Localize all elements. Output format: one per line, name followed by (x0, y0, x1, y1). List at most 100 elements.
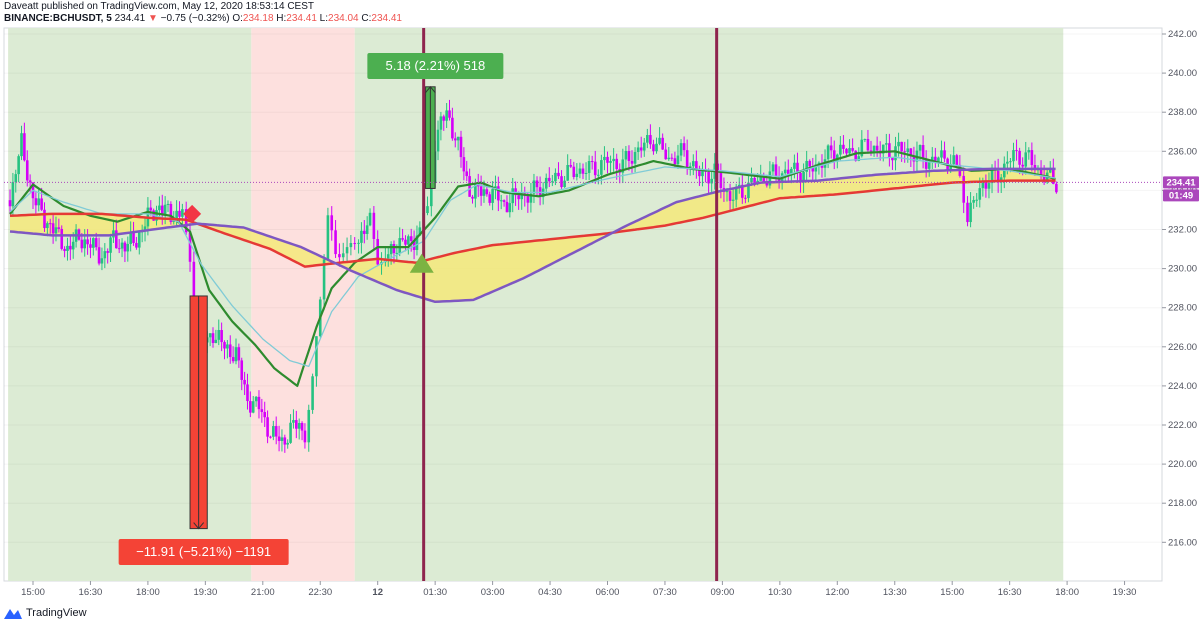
candle-body (581, 168, 585, 174)
candle-body (829, 145, 833, 151)
candle-body (392, 244, 396, 254)
candle-body (404, 239, 407, 245)
candle-body (303, 430, 307, 443)
candle-body (667, 157, 671, 160)
candle-body (783, 169, 787, 174)
sell-signal-marker (183, 204, 202, 223)
candle-body (909, 148, 913, 157)
candle-body (969, 202, 972, 223)
candle-body (912, 156, 916, 162)
candle-body (975, 199, 979, 201)
candle-body (401, 238, 404, 240)
tradingview-logo[interactable]: TradingView (4, 607, 87, 619)
candle-body (888, 143, 891, 158)
x-tick-label: 06:00 (596, 587, 620, 598)
candle-body (750, 177, 753, 183)
candle-body (600, 160, 603, 175)
candle-body (790, 168, 793, 175)
candle-body (566, 164, 569, 181)
candle-body (69, 245, 72, 250)
candle-body (771, 164, 775, 172)
candle-body (661, 137, 664, 150)
candle-body (691, 161, 695, 167)
candle-body (120, 242, 124, 249)
x-tick-label: 13:30 (883, 587, 907, 598)
candle-body (376, 238, 379, 265)
y-tick-label: 226.00 (1168, 342, 1197, 353)
countdown-label: 01:49 (1169, 190, 1193, 201)
background-zone-2 (354, 28, 1064, 581)
candle-body (572, 166, 576, 177)
y-tick-label: 220.00 (1168, 459, 1197, 470)
x-tick-label: 19:30 (1113, 587, 1137, 598)
candle-body (135, 242, 138, 248)
x-tick-label: 07:30 (653, 587, 677, 598)
candle-body (178, 210, 181, 217)
candle-body (502, 200, 506, 202)
candle-body (43, 209, 46, 229)
candle-body (563, 180, 566, 188)
candle-body (514, 188, 517, 196)
candle-body (535, 180, 539, 188)
candle-body (786, 169, 790, 175)
candle-body (987, 183, 991, 189)
candle-body (802, 171, 805, 183)
candle-body (357, 242, 360, 244)
candle-body (1055, 183, 1058, 193)
candle-body (488, 194, 492, 203)
candle-body (311, 376, 314, 410)
y-tick-label: 228.00 (1168, 303, 1197, 314)
candle-body (560, 176, 563, 188)
candle-body (269, 436, 272, 438)
candle-body (639, 147, 643, 151)
candle-body (593, 161, 597, 176)
candle-body (482, 189, 486, 196)
low-value: 234.04 (328, 13, 359, 24)
candle-body (169, 203, 173, 222)
candle-body (1042, 175, 1046, 183)
candle-body (710, 178, 713, 184)
candle-body (981, 181, 985, 189)
candle-body (246, 384, 249, 402)
price-axis[interactable]: 242.00240.00238.00236.00234.00232.00230.… (1162, 29, 1197, 548)
y-tick-label: 218.00 (1168, 498, 1197, 509)
candle-body (1006, 161, 1009, 164)
candle-body (1009, 161, 1012, 163)
candle-body (1052, 168, 1055, 184)
candle-body (163, 204, 167, 215)
candle-body (260, 409, 264, 413)
candle-body (741, 184, 744, 198)
moving-averages (9, 150, 1056, 387)
time-axis[interactable]: 15:00 16:30 18:00 19:30 21:00 22:30 12 01:30 03:… (21, 581, 1136, 598)
candle-body (817, 162, 821, 165)
candle-body (1030, 150, 1034, 165)
candle-body (491, 189, 494, 203)
candle-body (848, 148, 851, 154)
candle-body (682, 143, 686, 151)
candle-body (94, 238, 98, 248)
candle-body (103, 251, 107, 259)
candle-body (208, 333, 212, 338)
x-tick-label: 12:00 (825, 587, 849, 598)
candle-body (143, 226, 147, 231)
candle-body (37, 198, 41, 206)
candle-body (894, 146, 897, 161)
x-tick-label: 22:30 (308, 587, 332, 598)
candle-body (223, 342, 226, 349)
candle-body (479, 186, 483, 196)
candle-body (520, 193, 524, 200)
trade-label-bg (367, 53, 504, 79)
candle-body (603, 156, 606, 161)
candle-body (1018, 150, 1021, 165)
candle-body (762, 175, 766, 183)
x-tick-label: 10:30 (768, 587, 792, 598)
candle-body (642, 142, 646, 151)
candle-body (459, 136, 463, 158)
candle-body (930, 156, 934, 162)
candle-body (612, 158, 615, 162)
down-arrow-icon: ▼ (147, 13, 158, 24)
candle-body (962, 175, 965, 203)
last-price-badge: 234.41 01:49 (1163, 176, 1199, 202)
candle-body (866, 139, 870, 151)
